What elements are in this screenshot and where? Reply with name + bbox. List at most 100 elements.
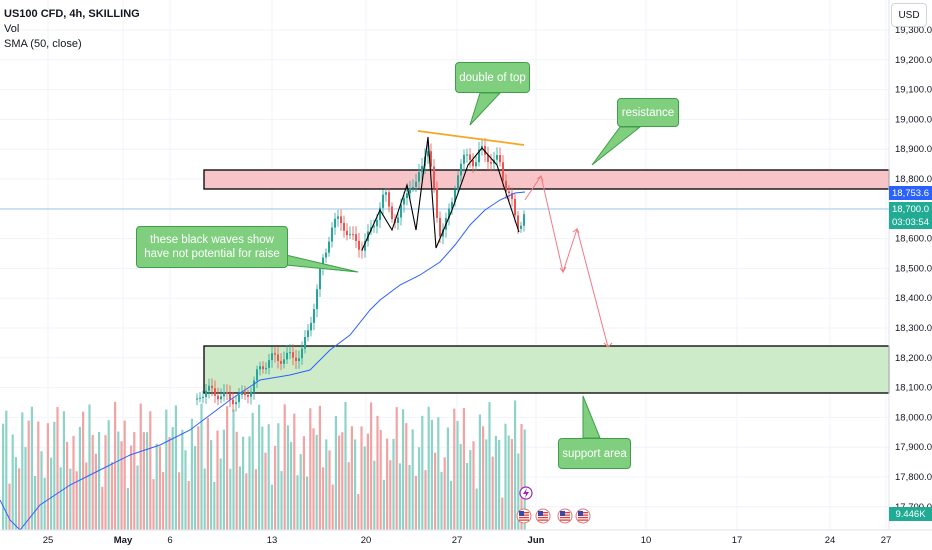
candle bbox=[304, 330, 306, 354]
volume-bar bbox=[469, 450, 472, 530]
volume-bar bbox=[165, 409, 168, 530]
candle bbox=[226, 384, 228, 400]
candle bbox=[220, 388, 222, 404]
volume-bar bbox=[197, 426, 200, 530]
candle bbox=[313, 303, 315, 331]
candle bbox=[199, 392, 201, 403]
candle bbox=[211, 378, 213, 397]
sma-indicator-label[interactable]: SMA (50, close) bbox=[4, 38, 82, 50]
callout-black-waves[interactable]: these black waves show have not potentia… bbox=[136, 226, 288, 268]
candle bbox=[325, 248, 327, 263]
us-flag-event-icon[interactable] bbox=[516, 508, 532, 524]
volume-bar bbox=[18, 468, 21, 530]
candle bbox=[499, 147, 501, 167]
candle bbox=[511, 187, 513, 207]
volume-bar bbox=[117, 431, 120, 530]
symbol-title[interactable]: US100 CFD, 4h, SKILLING bbox=[4, 8, 140, 20]
candle bbox=[352, 226, 354, 240]
candle bbox=[508, 185, 510, 202]
price-tick-label: 18,000.0 bbox=[895, 412, 932, 423]
volume-bar bbox=[328, 450, 331, 530]
volume-bar bbox=[402, 409, 405, 530]
callout-resistance[interactable]: resistance bbox=[617, 98, 679, 127]
volume-bar bbox=[453, 408, 456, 530]
candle bbox=[319, 264, 321, 297]
volume-bar bbox=[414, 475, 417, 530]
volume-bar bbox=[504, 423, 507, 530]
volume-bar bbox=[334, 415, 337, 530]
volume-bar bbox=[421, 415, 424, 530]
volume-bar bbox=[347, 462, 350, 530]
volume-bar bbox=[456, 420, 459, 530]
candlestick-series bbox=[196, 138, 525, 413]
volume-bar bbox=[523, 429, 526, 530]
volume-bar bbox=[411, 429, 414, 530]
callout-double-top[interactable]: double of top bbox=[455, 62, 530, 93]
callout-support[interactable]: support area bbox=[558, 438, 631, 469]
chart-legend: US100 CFD, 4h, SKILLING Vol SMA (50, clo… bbox=[4, 7, 140, 52]
candle bbox=[466, 148, 468, 163]
volume-bar bbox=[382, 479, 385, 530]
volume-bar bbox=[98, 432, 101, 530]
volume-bar bbox=[405, 423, 408, 530]
volume-bar bbox=[350, 426, 353, 530]
us-flag-event-icon[interactable] bbox=[535, 508, 551, 524]
lightning-icon[interactable] bbox=[519, 486, 533, 500]
price-tick-label: 18,300.0 bbox=[895, 323, 932, 334]
currency-button[interactable]: USD bbox=[891, 3, 927, 27]
volume-bar bbox=[482, 426, 485, 530]
candle bbox=[277, 347, 279, 369]
candle bbox=[337, 209, 339, 227]
volume-bar bbox=[443, 457, 446, 530]
candle bbox=[298, 350, 300, 369]
volume-indicator-label[interactable]: Vol bbox=[4, 23, 20, 35]
candle bbox=[385, 187, 387, 202]
volume-bar bbox=[85, 462, 88, 530]
time-tick-label: 27 bbox=[452, 535, 463, 546]
countdown-tag: 03:03:54 bbox=[889, 215, 932, 229]
candle bbox=[343, 215, 345, 238]
volume-bar bbox=[232, 409, 235, 530]
black-wave-lines bbox=[361, 136, 520, 251]
volume-bar bbox=[206, 417, 209, 530]
price-tick-label: 18,400.0 bbox=[895, 293, 932, 304]
volume-bar bbox=[251, 412, 254, 530]
volume-bar bbox=[50, 457, 53, 530]
volume-bar bbox=[155, 443, 158, 530]
candle bbox=[406, 186, 408, 206]
volume-bar bbox=[213, 481, 216, 530]
volume-bar bbox=[91, 434, 94, 530]
volume-bar bbox=[229, 468, 232, 530]
time-tick-label: 10 bbox=[641, 535, 652, 546]
candle bbox=[523, 210, 525, 232]
support-zone[interactable] bbox=[203, 345, 890, 394]
volume-bar bbox=[440, 471, 443, 530]
volume-bar bbox=[315, 434, 318, 530]
candle bbox=[379, 202, 381, 229]
volume-bar bbox=[485, 439, 488, 530]
volume-bar bbox=[437, 417, 440, 530]
price-tick-label: 18,500.0 bbox=[895, 263, 932, 274]
volume-bar bbox=[398, 463, 401, 530]
volume-bar bbox=[408, 465, 411, 530]
volume-bar bbox=[88, 404, 91, 530]
volume-bar bbox=[277, 423, 280, 530]
volume-bar bbox=[126, 488, 129, 530]
volume-bar bbox=[222, 429, 225, 530]
candle bbox=[310, 316, 312, 337]
candle bbox=[520, 221, 522, 233]
volume-bar bbox=[62, 411, 65, 530]
candle bbox=[364, 233, 366, 258]
price-axis: 19,300.0 19,200.0 19,100.0 19,000.0 18,900.0… bbox=[895, 25, 932, 513]
candle bbox=[433, 159, 435, 193]
us-flag-event-icon[interactable] bbox=[575, 508, 591, 524]
us-flag-event-icon[interactable] bbox=[557, 508, 573, 524]
candle bbox=[478, 141, 480, 167]
volume-bar bbox=[302, 436, 305, 530]
resistance-zone[interactable] bbox=[203, 169, 890, 190]
candle bbox=[436, 181, 438, 223]
candle bbox=[457, 171, 459, 195]
volume-bar bbox=[264, 452, 267, 530]
volume-bar bbox=[360, 426, 363, 530]
